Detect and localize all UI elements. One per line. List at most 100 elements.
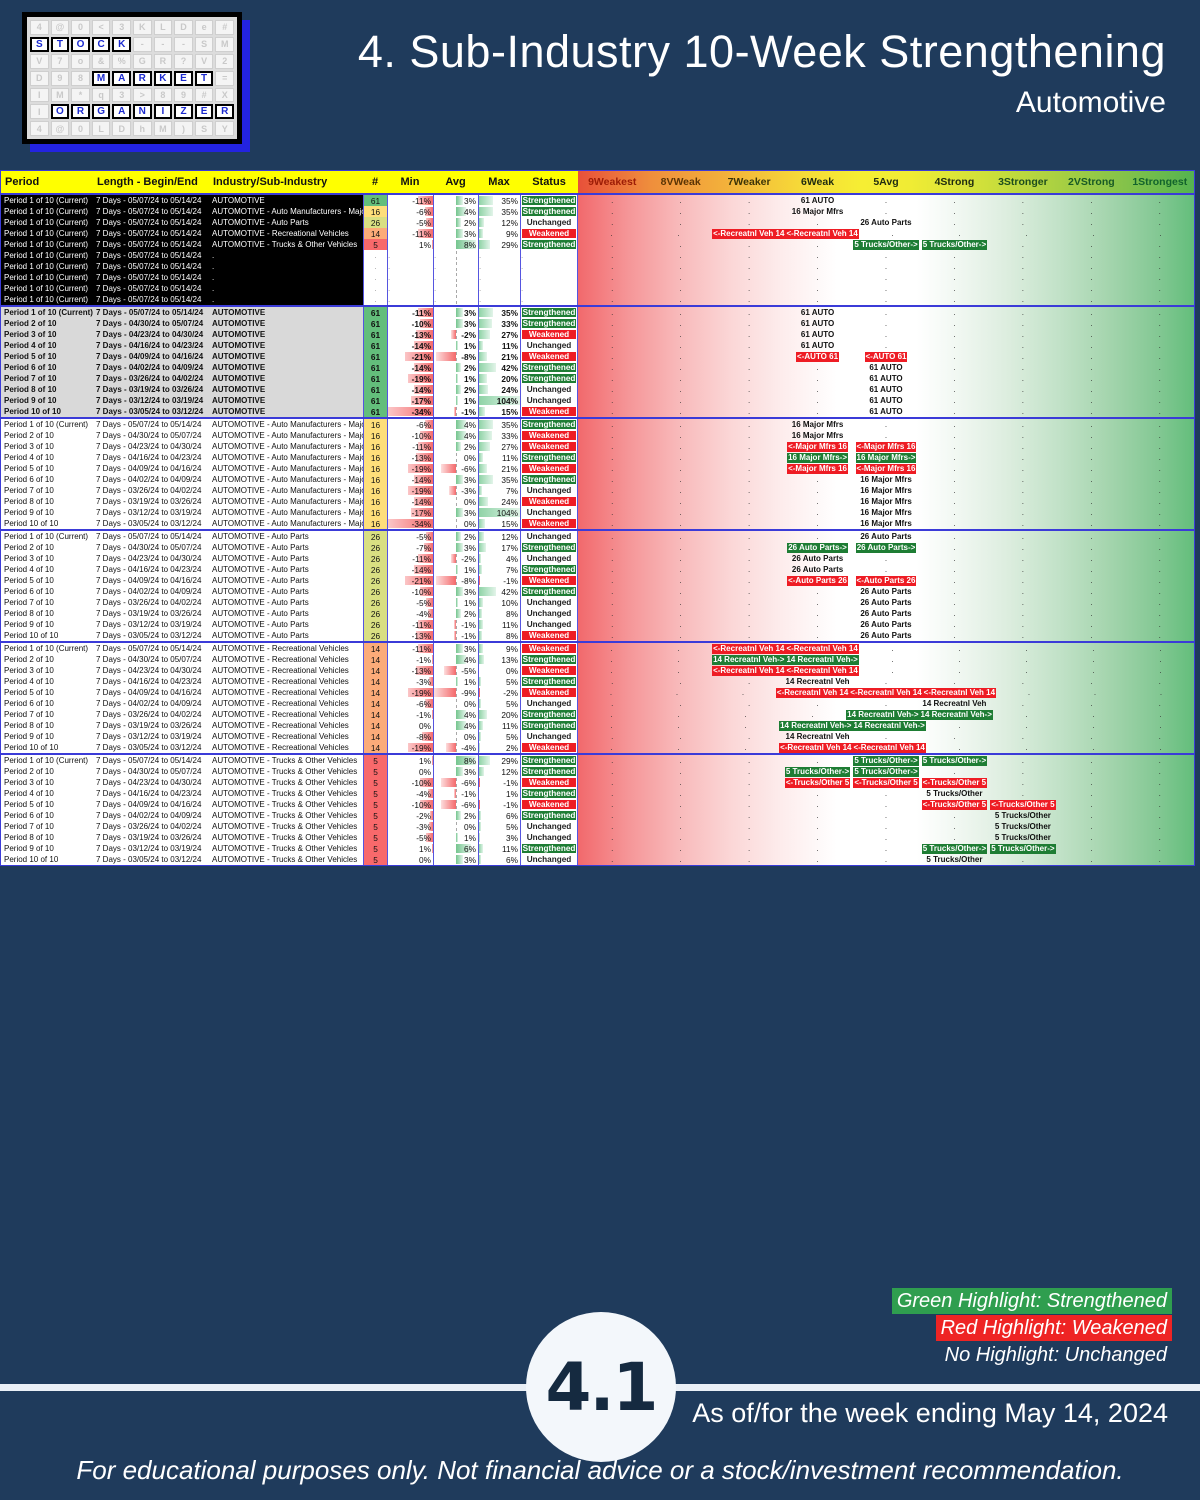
rank-dot: . [884,854,888,864]
min-data-bar [410,396,433,405]
period-cell: Period 1 of 10 (Current) [1,228,93,239]
max-cell: 35% [478,206,520,217]
rank-label: 61 AUTO [869,406,903,416]
min-data-bar [422,732,433,741]
logo-letter-tile: T [50,36,70,52]
status-badge: Strengthened [522,453,576,462]
rank-dot: . [747,586,751,596]
logo-letter-tile: C [91,36,111,52]
rank-cell-8vweak: . [646,777,714,788]
table-row: Period 4 of 10 7 Days - 04/16/24 to 04/23… [1,340,1194,351]
rank-dot: . [679,630,682,640]
table-row: Period 1 of 10 (Current) 7 Days - 05/07/2… [1,217,1194,228]
rank-dot: . [1090,239,1093,249]
rank-cell-2vstrong: . [1057,441,1125,452]
rank-cell-4strong: . [920,507,988,518]
rank-cell-4strong: 5 Trucks/Other-> [920,755,988,766]
rank-cell-3stronger: . [989,619,1057,630]
min-cell: -6% [387,206,433,217]
avg-value: 0% [464,518,476,529]
rank-cell-9weakest: . [578,318,646,329]
min-data-bar [419,431,433,440]
max-data-bar [479,609,483,618]
period-cell: Period 5 of 10 [1,351,93,362]
status-cell: Unchanged [520,217,578,228]
rank-cell-8vweak: . [646,630,714,641]
status-badge: Strengthened [522,789,576,798]
max-value: 5% [506,698,518,709]
avg-value: -6% [461,799,476,810]
rank-cell-4strong: . [920,518,988,529]
rank-cell-8vweak: . [646,553,714,564]
rank-dot: . [677,228,680,238]
rank-dot: . [1090,731,1093,741]
min-cell: -19% [387,485,433,496]
rank-cell-7weaker: . [715,597,783,608]
table-header-row: Period Length - Begin/End Industry/Sub-Ind… [1,171,1194,193]
min-value: -5% [416,597,431,608]
highlight-legend: Green Highlight: Strengthened Red Highlig… [891,1288,1172,1369]
rank-cell-2vstrong: . [1057,307,1125,318]
min-value: -11% [412,195,431,206]
max-cell: 11% [478,843,520,854]
min-value: -5% [416,531,431,542]
rank-cell-4strong: . [920,619,988,630]
avg-cell: 0% [433,496,478,507]
rank-cell-7weaker: . [715,531,783,542]
rank-cell-7weaker: . [715,575,783,586]
max-cell: . [478,294,520,305]
rank-cell-5avg: 26 Auto Parts [852,630,920,641]
status-cell: Unchanged [520,531,578,542]
column-header-period: Period [1,171,93,193]
rank-cell-2vstrong: . [1057,854,1125,865]
rank-cell-3stronger: . [993,643,1060,654]
rank-header-7weaker: 7Weaker [727,176,771,188]
avg-data-bar [436,352,456,361]
logo-bg-tile: 0 [71,20,90,35]
rank-cell-3stronger: . [989,854,1057,865]
avg-data-bar [443,666,456,675]
rank-cell-1strongest: . [1126,217,1194,228]
avg-data-bar [456,677,459,686]
status-badge: Strengthened [522,240,576,249]
industry-cell: AUTOMOTIVE - Recreational Vehicles [209,720,363,731]
rank-cell-6weak: . [783,698,851,709]
rank-strip: ... 14 Recreatnl Veh..... [578,731,1194,742]
max-value: 20% [501,709,518,720]
length-cell: 7 Days - 05/07/24 to 05/14/24 [93,206,209,217]
rank-cell-2vstrong: . [1057,452,1125,463]
rank-dot: . [1158,485,1161,495]
table-row: Period 9 of 10 7 Days - 03/12/24 to 03/19… [1,507,1194,518]
rank-cell-3stronger: . [989,755,1057,766]
max-value: 35% [501,195,518,206]
rank-label: 26 Auto Parts-> [787,542,848,553]
logo-letter-tile: I [153,104,173,120]
rank-dot: . [611,217,614,227]
rank-dot: . [1021,294,1024,304]
rank-strip: ... 16 Major Mfrs-> 16 Major Mfrs->.... [578,452,1194,463]
rank-dot: . [1158,329,1161,339]
rank-cell-3stronger: 5 Trucks/Other [989,821,1057,832]
rank-cell-1strongest: . [1126,206,1194,217]
min-data-bar [415,666,433,675]
min-data-bar [414,363,433,372]
max-data-bar [479,363,496,372]
status-badge: Strengthened [522,475,576,484]
rank-dot: . [1158,843,1161,853]
length-cell: 7 Days - 03/26/24 to 04/02/24 [93,821,209,832]
rank-dot: . [891,643,894,653]
max-value: 12% [501,531,518,542]
logo-letter-tile: E [194,104,214,120]
rank-dot: . [953,586,956,596]
min-data-bar [419,778,433,787]
period-cell: Period 1 of 10 (Current) [1,250,93,261]
max-cell: 104% [478,395,520,406]
max-value: 7% [506,485,518,496]
min-value: -13% [411,665,431,676]
max-cell: 5% [478,676,520,687]
min-cell: 0% [387,766,433,777]
status-cell: Weakened [520,630,578,641]
rank-cell-8vweak: . [646,542,714,553]
status-badge: Strengthened [522,677,576,686]
logo-bg-tile: V [30,53,49,69]
